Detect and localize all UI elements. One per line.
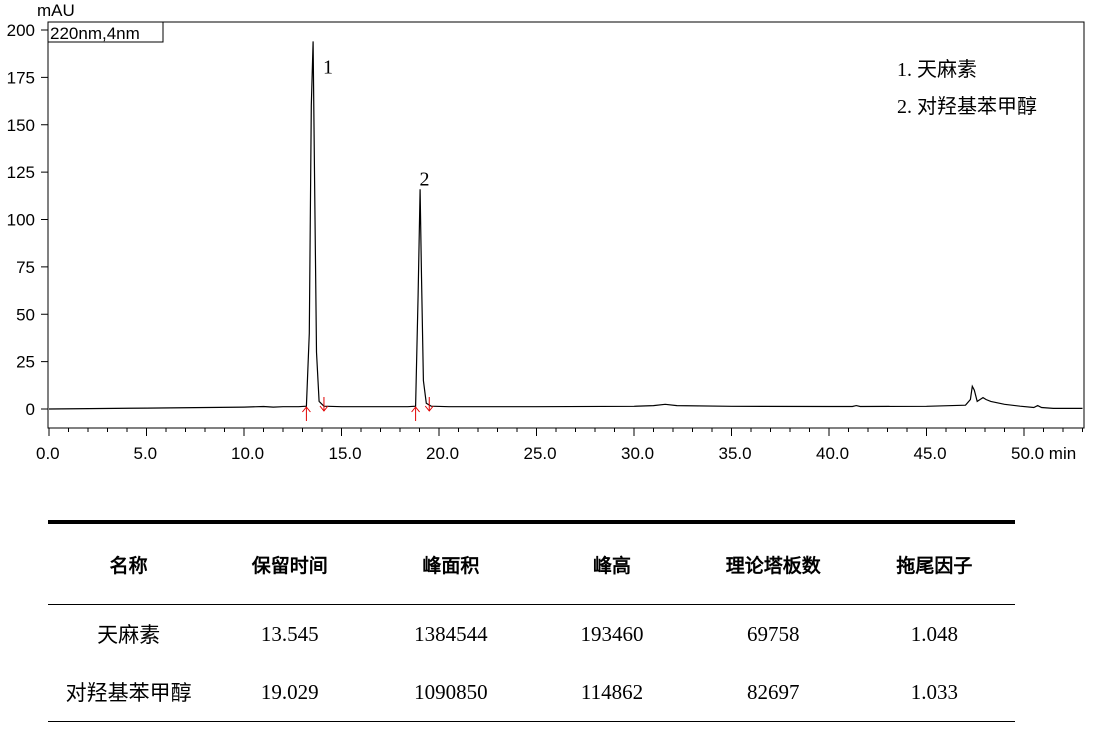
table-header-row: 名称 保留时间 峰面积 峰高 理论塔板数 拖尾因子 (48, 522, 1015, 605)
x-tick-label: 5.0 (134, 444, 158, 463)
x-tick-label: 45.0 (914, 444, 947, 463)
peak-labels: 12 (323, 57, 430, 191)
cell-theoretical-plates: 82697 (746, 679, 800, 704)
cell-name: 对羟基苯甲醇 (65, 681, 192, 705)
results-table: 名称 保留时间 峰面积 峰高 理论塔板数 拖尾因子 天麻素 13.545 138… (48, 520, 1015, 722)
table-row: 天麻素 13.545 1384544 193460 69758 1.048 (48, 605, 1015, 664)
integration-markers (302, 397, 434, 421)
x-tick-label: 25.0 (524, 444, 557, 463)
peak-end-marker (424, 397, 434, 412)
y-tick-label: 175 (7, 68, 35, 87)
x-tick-label: 10.0 (231, 444, 264, 463)
x-tick-label: 50.0 min (1011, 444, 1076, 463)
cell-theoretical-plates: 69758 (746, 621, 800, 646)
cell-tailing-factor: 1.048 (910, 621, 959, 646)
table-row: 对羟基苯甲醇 19.029 1090850 114862 82697 1.033 (48, 663, 1015, 722)
peak-start-marker (302, 406, 311, 421)
detector-label-box: 220nm,4nm (47, 21, 164, 43)
chromatogram-trace (48, 41, 1083, 410)
x-tick-label: 40.0 (816, 444, 849, 463)
x-tick-label: 15.0 (329, 444, 362, 463)
peak-label: 2 (420, 168, 430, 190)
legend: 1. 天麻素 2. 对羟基苯甲醇 (897, 58, 1037, 118)
peak-end-marker (319, 397, 329, 412)
legend-item-2: 2. 对羟基苯甲醇 (897, 95, 1037, 118)
cell-peak-height: 114862 (580, 679, 644, 704)
x-tick-label: 0.0 (36, 444, 60, 463)
x-tick-label: 30.0 (621, 444, 654, 463)
header-peak-area: 峰面积 (422, 554, 480, 577)
chromatogram-chart: mAU 220nm,4nm 0 25 50 75 100 125 150 175 200 0.0… (7, 1, 1085, 463)
y-tick-label: 50 (16, 305, 35, 324)
x-axis: 0.0 5.0 10.0 15.0 20.0 25.0 30.0 35.0 40.0 45.0 50… (36, 428, 1083, 463)
y-tick-label: 125 (7, 163, 35, 182)
cell-retention-time: 19.029 (260, 679, 319, 704)
y-tick-label: 150 (7, 116, 35, 135)
y-tick-label: 100 (7, 211, 35, 230)
cell-peak-area: 1090850 (414, 679, 488, 704)
plot-frame (47, 21, 1085, 429)
cell-tailing-factor: 1.033 (910, 679, 959, 704)
y-axis-unit-label: mAU (37, 1, 75, 20)
header-peak-height: 峰高 (593, 554, 632, 577)
y-tick-label: 200 (7, 21, 35, 40)
cell-retention-time: 13.545 (260, 621, 319, 646)
peak-label: 1 (323, 57, 333, 79)
header-name: 名称 (109, 554, 148, 577)
x-tick-label: 35.0 (719, 444, 752, 463)
peak-start-marker (411, 406, 420, 421)
cell-peak-height: 193460 (580, 621, 644, 646)
x-tick-label: 20.0 (426, 444, 459, 463)
legend-item-1: 1. 天麻素 (897, 58, 977, 81)
header-theoretical-plates: 理论塔板数 (725, 554, 821, 577)
cell-name: 天麻素 (97, 623, 161, 647)
y-axis: 0 25 50 75 100 125 150 175 200 (7, 21, 48, 419)
header-retention-time: 保留时间 (251, 554, 328, 577)
y-tick-label: 0 (26, 400, 35, 419)
header-tailing-factor: 拖尾因子 (896, 554, 973, 577)
cell-peak-area: 1384544 (414, 621, 488, 646)
y-tick-label: 25 (16, 353, 35, 372)
detector-label: 220nm,4nm (50, 24, 140, 43)
y-tick-label: 75 (16, 258, 35, 277)
